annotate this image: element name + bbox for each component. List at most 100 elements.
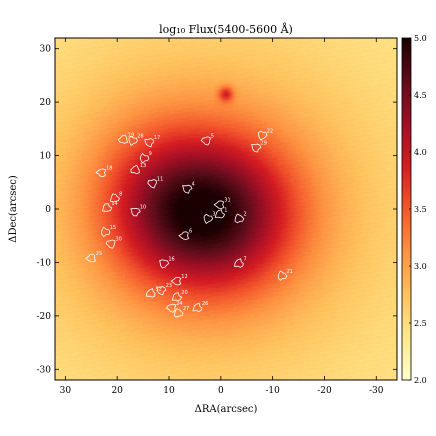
- region-label: 18: [106, 166, 112, 172]
- x-axis-ticks: 30 20 10 0 -10 -20 -30: [60, 38, 384, 396]
- y-tick-label: -10: [37, 258, 52, 268]
- x-axis-label: ΔRA(arcsec): [195, 404, 258, 415]
- region-contour: [173, 308, 184, 318]
- region-17: 17: [144, 135, 160, 148]
- region-5: 5: [200, 134, 214, 146]
- region-label: 5: [211, 134, 214, 140]
- region-contour: [101, 226, 111, 238]
- colorbar: 2.0 2.5 3.0 3.5 4.0 4.5 5.0: [401, 34, 427, 385]
- region-contour: [200, 136, 211, 146]
- region-label: 3: [212, 212, 215, 218]
- region-contour: [95, 168, 107, 178]
- region-label: 32: [155, 286, 161, 292]
- region-10: 10: [130, 205, 146, 217]
- region-label: 9: [149, 151, 152, 157]
- region-contour: [147, 179, 157, 189]
- region-contour: [170, 276, 182, 286]
- y-tick-label: 30: [40, 45, 52, 55]
- region-contour: [234, 213, 245, 224]
- region-4: 4: [182, 182, 195, 194]
- region-6: 6: [178, 229, 192, 240]
- region-label: 14: [111, 201, 117, 207]
- region-8: 8: [109, 191, 122, 203]
- colorbar-tick-label: 2.0: [414, 376, 427, 385]
- region-2: 2: [234, 212, 247, 224]
- region-contour: [192, 302, 203, 313]
- region-label: 1: [224, 207, 227, 213]
- region-29: 29: [251, 141, 267, 153]
- region-22: 22: [258, 128, 273, 141]
- region-contour: [117, 134, 128, 144]
- x-tick-label: -20: [317, 386, 332, 396]
- region-contour: [139, 153, 150, 164]
- region-contour: [156, 286, 167, 296]
- region-contour: [251, 143, 262, 153]
- region-label: 21: [286, 269, 292, 275]
- region-contours: 1234567891011121314151617181920212223242…: [85, 128, 293, 318]
- colorbar-tick-label: 4.0: [414, 148, 427, 157]
- y-tick-label: 0: [45, 205, 51, 215]
- region-label: 16: [168, 257, 174, 263]
- region-contour: [203, 213, 214, 224]
- x-tick-label: 0: [218, 386, 224, 396]
- region-12: 12: [170, 274, 188, 286]
- region-24: 24: [165, 301, 182, 313]
- region-contour: [130, 164, 140, 175]
- region-30: 30: [105, 237, 122, 249]
- region-contour: [165, 303, 177, 313]
- region-3: 3: [203, 212, 216, 224]
- x-tick-label: -30: [369, 386, 384, 396]
- flux-heatmap-image: [55, 38, 397, 380]
- x-tick-label: -10: [265, 386, 280, 396]
- region-label: 20: [181, 290, 187, 296]
- region-15: 15: [101, 225, 116, 238]
- region-19: 19: [117, 133, 134, 144]
- region-26: 26: [192, 301, 208, 313]
- region-label: 6: [189, 229, 192, 235]
- y-axis-ticks: 30 20 10 0 -10 -20 -30: [37, 45, 397, 375]
- chart-title: log₁₀ Flux(5400-5600 Å): [159, 22, 293, 36]
- region-label: 24: [176, 301, 182, 307]
- region-label: 11: [157, 176, 163, 182]
- region-label: 29: [261, 141, 267, 147]
- x-tick-label: 30: [60, 386, 72, 396]
- y-tick-label: -20: [37, 312, 52, 322]
- region-contour: [130, 207, 141, 217]
- region-contour: [182, 184, 193, 194]
- region-contour: [105, 239, 116, 249]
- region-contour: [109, 193, 120, 203]
- region-contour: [101, 203, 113, 212]
- region-contour: [213, 200, 225, 210]
- region-32: 32: [146, 286, 162, 298]
- x-tick-label: 20: [111, 386, 123, 396]
- region-11: 11: [147, 176, 163, 189]
- region-14: 14: [101, 201, 118, 212]
- region-31: 31: [213, 198, 231, 210]
- region-label: 4: [192, 182, 195, 188]
- region-20: 20: [171, 290, 188, 302]
- region-23: 23: [156, 283, 172, 296]
- y-tick-label: -30: [37, 365, 52, 375]
- x-tick-label: 10: [163, 386, 175, 396]
- region-13: 13: [130, 163, 146, 175]
- y-tick-label: 20: [40, 98, 52, 108]
- region-label: 28: [137, 134, 143, 140]
- region-label: 30: [115, 237, 121, 243]
- colorbar-tick-label: 4.5: [414, 91, 427, 100]
- y-tick-label: 10: [40, 152, 52, 162]
- region-18: 18: [95, 166, 113, 178]
- region-label: 12: [181, 274, 187, 280]
- flux-heatmap: [55, 38, 397, 380]
- region-label: 23: [166, 283, 172, 289]
- region-label: 27: [183, 306, 189, 312]
- region-label: 7: [243, 257, 246, 263]
- region-21: 21: [277, 269, 293, 281]
- region-contour: [128, 135, 138, 147]
- region-contour: [258, 130, 268, 141]
- colorbar-tick-label: 3.0: [414, 262, 427, 271]
- region-label: 10: [140, 205, 146, 211]
- region-28: 28: [128, 134, 144, 147]
- region-contour: [214, 209, 225, 219]
- region-label: 25: [96, 251, 102, 257]
